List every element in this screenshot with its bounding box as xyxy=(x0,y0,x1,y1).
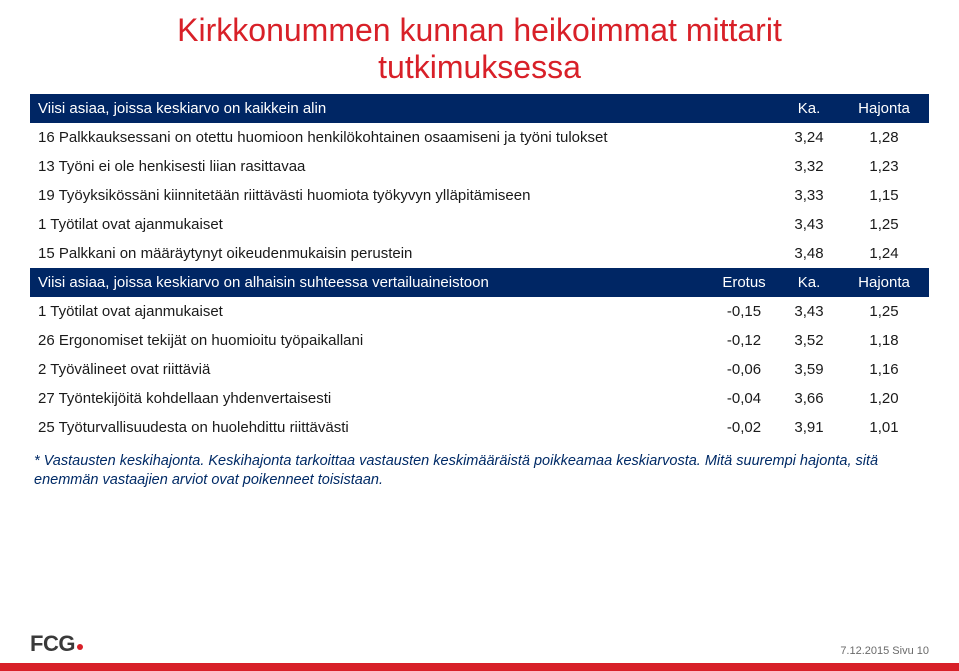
header1-label: Viisi asiaa, joissa keskiarvo on kaikkei… xyxy=(30,94,709,123)
row-haj: 1,24 xyxy=(839,239,929,268)
section1-header: Viisi asiaa, joissa keskiarvo on kaikkei… xyxy=(30,94,929,123)
section2-header: Viisi asiaa, joissa keskiarvo on alhaisi… xyxy=(30,268,929,297)
row-ka: 3,43 xyxy=(779,297,839,326)
table-row: 2 Työvälineet ovat riittäviä -0,06 3,59 … xyxy=(30,355,929,384)
table-row: 13 Työni ei ole henkisesti liian rasitta… xyxy=(30,152,929,181)
header1-ka: Ka. xyxy=(779,94,839,123)
row-haj: 1,20 xyxy=(839,384,929,413)
table-row: 1 Työtilat ovat ajanmukaiset 3,43 1,25 xyxy=(30,210,929,239)
table-row: 19 Työyksikössäni kiinnitetään riittäväs… xyxy=(30,181,929,210)
table-row: 16 Palkkauksessani on otettu huomioon he… xyxy=(30,123,929,152)
fcg-logo: FCG xyxy=(30,631,83,657)
row-ka: 3,59 xyxy=(779,355,839,384)
row-label: 27 Työntekijöitä kohdellaan yhdenvertais… xyxy=(30,384,709,413)
table-row: 15 Palkkani on määräytynyt oikeudenmukai… xyxy=(30,239,929,268)
title-line-2: tutkimuksessa xyxy=(378,49,581,85)
row-ka: 3,43 xyxy=(779,210,839,239)
slide-footer: FCG 7.12.2015 Sivu 10 xyxy=(0,621,959,671)
footer-red-bar xyxy=(0,663,959,671)
row-haj: 1,23 xyxy=(839,152,929,181)
row-ka: 3,32 xyxy=(779,152,839,181)
row-haj: 1,01 xyxy=(839,413,929,442)
footnote-text: * Vastausten keskihajonta. Keskihajonta … xyxy=(30,452,929,491)
row-label: 16 Palkkauksessani on otettu huomioon he… xyxy=(30,123,709,152)
row-erotus: -0,06 xyxy=(709,355,779,384)
row-erotus: -0,15 xyxy=(709,297,779,326)
row-label: 13 Työni ei ole henkisesti liian rasitta… xyxy=(30,152,709,181)
logo-dot-icon xyxy=(77,644,83,650)
row-erotus: -0,02 xyxy=(709,413,779,442)
row-haj: 1,15 xyxy=(839,181,929,210)
header2-label: Viisi asiaa, joissa keskiarvo on alhaisi… xyxy=(30,268,709,297)
row-label: 19 Työyksikössäni kiinnitetään riittäväs… xyxy=(30,181,709,210)
row-ka: 3,33 xyxy=(779,181,839,210)
row-erotus xyxy=(709,152,779,181)
row-haj: 1,28 xyxy=(839,123,929,152)
row-haj: 1,25 xyxy=(839,297,929,326)
row-erotus xyxy=(709,181,779,210)
logo-text: FCG xyxy=(30,631,75,656)
row-ka: 3,66 xyxy=(779,384,839,413)
row-ka: 3,52 xyxy=(779,326,839,355)
row-label: 26 Ergonomiset tekijät on huomioitu työp… xyxy=(30,326,709,355)
header1-empty xyxy=(709,94,779,123)
row-label: 1 Työtilat ovat ajanmukaiset xyxy=(30,297,709,326)
title-line-1: Kirkkonummen kunnan heikoimmat mittarit xyxy=(177,12,782,48)
row-label: 15 Palkkani on määräytynyt oikeudenmukai… xyxy=(30,239,709,268)
table-row: 1 Työtilat ovat ajanmukaiset -0,15 3,43 … xyxy=(30,297,929,326)
row-erotus xyxy=(709,210,779,239)
row-label: 1 Työtilat ovat ajanmukaiset xyxy=(30,210,709,239)
slide-title: Kirkkonummen kunnan heikoimmat mittarit … xyxy=(30,12,929,86)
header2-erotus: Erotus xyxy=(709,268,779,297)
row-label: 25 Työturvallisuudesta on huolehdittu ri… xyxy=(30,413,709,442)
row-label: 2 Työvälineet ovat riittäviä xyxy=(30,355,709,384)
row-erotus: -0,04 xyxy=(709,384,779,413)
row-ka: 3,48 xyxy=(779,239,839,268)
table-weakest-metrics: Viisi asiaa, joissa keskiarvo on kaikkei… xyxy=(30,94,929,442)
row-ka: 3,91 xyxy=(779,413,839,442)
header1-haj: Hajonta xyxy=(839,94,929,123)
row-erotus xyxy=(709,239,779,268)
row-haj: 1,18 xyxy=(839,326,929,355)
table-row: 27 Työntekijöitä kohdellaan yhdenvertais… xyxy=(30,384,929,413)
slide-root: Kirkkonummen kunnan heikoimmat mittarit … xyxy=(0,0,959,671)
row-haj: 1,25 xyxy=(839,210,929,239)
row-haj: 1,16 xyxy=(839,355,929,384)
header2-haj: Hajonta xyxy=(839,268,929,297)
header2-ka: Ka. xyxy=(779,268,839,297)
row-erotus xyxy=(709,123,779,152)
row-ka: 3,24 xyxy=(779,123,839,152)
footer-date-page: 7.12.2015 Sivu 10 xyxy=(840,645,929,657)
row-erotus: -0,12 xyxy=(709,326,779,355)
table-row: 26 Ergonomiset tekijät on huomioitu työp… xyxy=(30,326,929,355)
table-row: 25 Työturvallisuudesta on huolehdittu ri… xyxy=(30,413,929,442)
